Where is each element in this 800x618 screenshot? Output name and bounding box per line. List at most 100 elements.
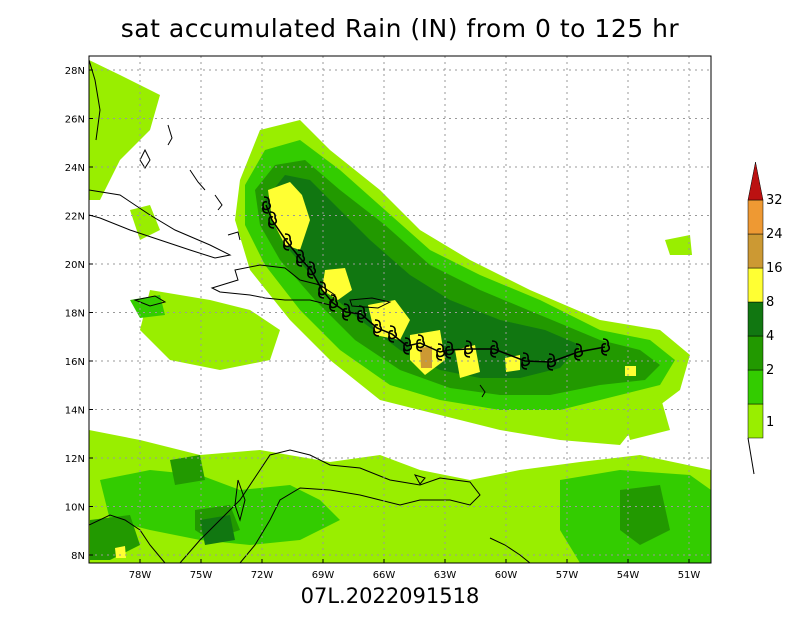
lat-tick-label: 24N <box>65 163 85 174</box>
legend-level-label: 1 <box>766 415 774 430</box>
longitude-axis: 78W 75W 72W 69W 66W 63W 60W 57W 54W 51W <box>129 559 701 581</box>
hurricane-symbol-top <box>547 353 557 368</box>
hurricane-symbol-icon <box>296 249 306 267</box>
legend-level-label: 16 <box>766 261 783 276</box>
hurricane-symbol-tail <box>268 221 275 229</box>
legend-level-label: 24 <box>766 227 783 242</box>
legend-swatch <box>747 335 764 371</box>
grid-lines <box>89 56 711 563</box>
lon-tick-label: 78W <box>129 570 152 581</box>
hurricane-symbol-icon <box>547 353 557 371</box>
rain-area-yellow-7 <box>625 366 636 376</box>
track-line <box>265 204 606 363</box>
legend-swatch <box>747 199 764 235</box>
hurricane-symbol-tail <box>436 353 443 361</box>
hurricane-symbol-icon <box>416 334 426 352</box>
lat-tick-label: 10N <box>65 503 85 514</box>
legend-level-label: 4 <box>766 329 774 344</box>
storm-id-text: 07L.2022091518 <box>300 584 480 608</box>
hurricane-symbol-top <box>521 352 531 367</box>
hurricane-symbol-tail <box>521 362 528 370</box>
legend-top-triangle <box>747 161 764 201</box>
lat-tick-label: 20N <box>65 260 85 271</box>
hurricane-symbol-icon <box>283 233 293 251</box>
hurricane-symbol-icon <box>403 337 413 355</box>
hurricane-symbol-top <box>296 249 306 264</box>
rain-area-east-1 <box>665 235 692 255</box>
hurricane-symbol-tail <box>416 344 423 352</box>
hurricane-symbol-icon <box>490 340 500 358</box>
hurricane-symbol-icon <box>445 341 455 359</box>
hurricane-symbol-icon <box>268 211 278 229</box>
lat-tick-label: 26N <box>65 115 85 126</box>
hurricane-symbol-tail <box>464 350 471 358</box>
storm-track <box>262 196 611 371</box>
lat-tick-label: 14N <box>65 406 85 417</box>
lon-tick-label: 63W <box>434 570 457 581</box>
coast-south-america <box>179 449 481 563</box>
hurricane-symbol-top <box>601 338 611 353</box>
hurricane-symbol-top <box>403 337 413 352</box>
legend-swatch <box>747 267 764 303</box>
lat-tick-label: 28N <box>65 66 85 77</box>
hurricane-symbol-tail <box>262 206 269 214</box>
lat-tick-label: 18N <box>65 309 85 320</box>
hurricane-symbol-tail <box>601 348 608 356</box>
rain-field <box>89 60 711 563</box>
hurricane-symbol-top <box>574 343 584 358</box>
hurricane-symbol-top <box>373 319 383 334</box>
hurricane-symbol-icon <box>307 261 317 279</box>
legend-swatch <box>747 369 764 405</box>
lat-tick-label: 22N <box>65 212 85 223</box>
hurricane-symbol-tail <box>490 350 497 358</box>
hurricane-symbol-top <box>329 294 339 309</box>
lon-tick-label: 54W <box>617 570 640 581</box>
rain-area-scatter-2 <box>620 395 670 440</box>
hurricane-symbol-icon <box>464 340 474 358</box>
hurricane-symbol-icon <box>329 294 339 312</box>
legend-bottom-tail <box>747 437 755 475</box>
rain-area-brown-1 <box>420 346 432 368</box>
hurricane-symbol-icon <box>318 281 328 299</box>
lon-tick-label: 72W <box>251 570 274 581</box>
coast-guyana <box>489 537 531 563</box>
coast-cuba <box>89 189 232 259</box>
rain-area-south-4c <box>170 455 205 485</box>
hurricane-symbol-top <box>318 281 328 296</box>
hurricane-symbol-top <box>307 261 317 276</box>
coast-puerto-rico <box>349 297 392 309</box>
rain-area-yellow-2 <box>322 268 352 300</box>
coast-bahamas-2 <box>167 124 173 146</box>
hurricane-symbol-tail <box>357 315 364 323</box>
lon-tick-label: 60W <box>495 570 518 581</box>
rain-area-yellow-3 <box>368 300 410 340</box>
coast-lake <box>234 479 246 522</box>
hurricane-symbol-tail <box>296 259 303 267</box>
hurricane-symbol-tail <box>373 329 380 337</box>
rain-area-center-1 <box>140 290 280 370</box>
lon-tick-label: 51W <box>678 570 701 581</box>
hurricane-symbol-top <box>342 303 352 318</box>
coastlines <box>89 59 531 563</box>
hurricane-symbol-icon <box>436 343 446 361</box>
hurricane-symbol-tail <box>445 351 452 359</box>
coast-bahamas-4 <box>214 194 223 211</box>
lat-tick-label: 16N <box>65 357 85 368</box>
rain-area-south-8 <box>200 515 235 545</box>
hurricane-symbol-icon <box>373 319 383 337</box>
hurricane-symbol-tail <box>283 243 290 251</box>
legend-swatch <box>747 403 764 439</box>
coast-lesser-antilles <box>479 384 486 398</box>
coast-bahamas-3 <box>189 169 206 191</box>
hurricane-symbol-icon <box>521 352 531 370</box>
coast-hispaniola <box>210 264 336 306</box>
hurricane-symbol-tail <box>574 353 581 361</box>
map-title: sat accumulated Rain (IN) from 0 to 125 … <box>120 14 680 43</box>
legend-swatch <box>747 233 764 269</box>
lon-tick-label: 75W <box>190 570 213 581</box>
legend-swatch <box>747 301 764 337</box>
hurricane-symbol-icon <box>574 343 584 361</box>
hurricane-symbol-tail <box>318 291 325 299</box>
rain-area-main-8 <box>265 175 580 378</box>
